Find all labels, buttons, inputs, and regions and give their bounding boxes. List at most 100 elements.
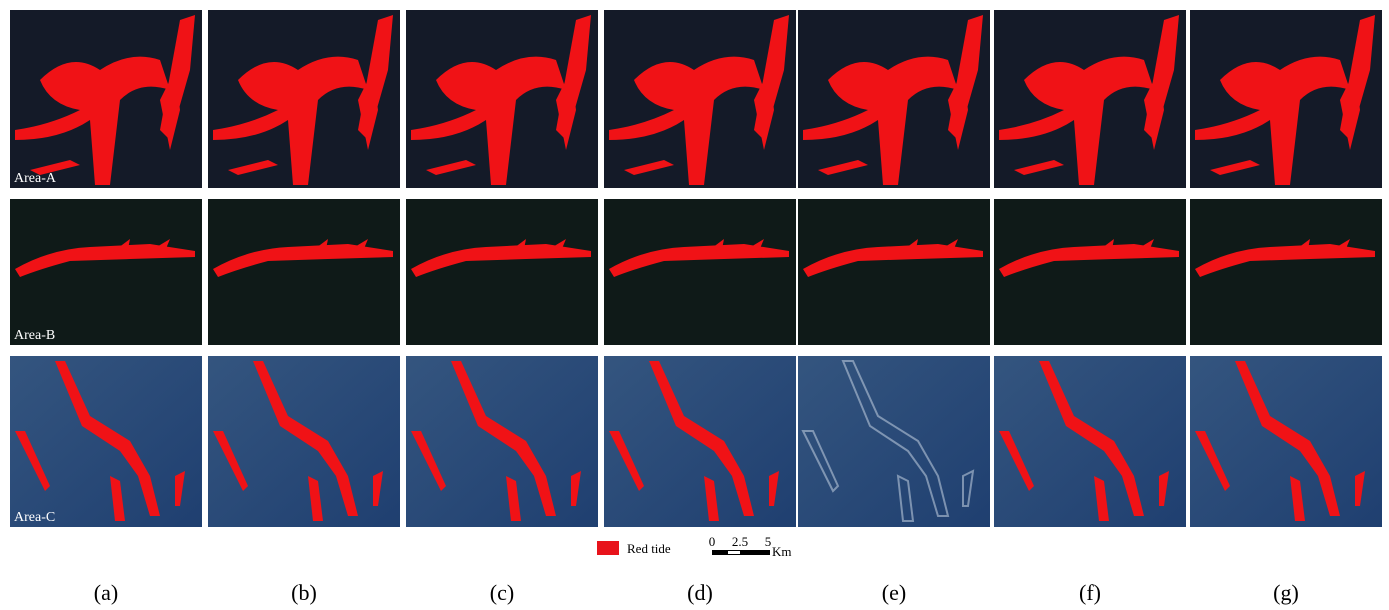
scale-tick: 2.5: [732, 534, 748, 549]
image-panel: [406, 356, 598, 527]
red-tide-region: [1014, 160, 1064, 175]
red-tide-region: [999, 56, 1154, 186]
area-label: Area-B: [14, 328, 55, 343]
red-tide-region: [15, 56, 170, 186]
scale-tick: 5: [765, 534, 772, 549]
red-tide-region: [649, 361, 754, 516]
red-tide-region: [803, 56, 958, 186]
image-panel: [604, 356, 796, 527]
red-tide-region: [1094, 239, 1114, 254]
image-panel: [604, 199, 796, 345]
red-tide-region: [704, 239, 724, 254]
red-tide-region: [358, 70, 378, 150]
red-tide-region: [609, 56, 764, 186]
panel-label: (a): [94, 580, 118, 605]
image-panel: Area-B: [10, 199, 202, 345]
red-tide-region: [55, 361, 160, 516]
red-tide-region: [1330, 239, 1350, 251]
water-streak: [841, 360, 950, 517]
image-panel: [798, 199, 990, 345]
red-tide-region: [898, 239, 918, 254]
legend-label: Red tide: [627, 541, 671, 556]
red-tide-region: [744, 239, 764, 251]
red-tide-region: [213, 244, 393, 277]
red-tide-region: [1195, 431, 1230, 491]
red-tide-region: [1235, 361, 1340, 516]
red-tide-region: [228, 160, 278, 175]
red-tide-region: [411, 431, 446, 491]
red-tide-region: [15, 431, 50, 491]
legend-swatch: [597, 541, 619, 555]
panel-background: [1190, 199, 1382, 345]
red-tide-region: [1159, 471, 1169, 506]
red-tide-region: [1039, 361, 1144, 516]
image-panel: [994, 10, 1186, 188]
image-panel: Area-C: [10, 356, 202, 527]
image-panel: [1190, 10, 1382, 188]
red-tide-region: [999, 431, 1034, 491]
red-tide-region: [948, 70, 968, 150]
red-tide-region: [556, 70, 576, 150]
panel-background: [406, 199, 598, 345]
red-tide-region: [571, 471, 581, 506]
scale-tick: 0: [709, 534, 716, 549]
image-panel: [208, 10, 400, 188]
water-streak: [801, 430, 840, 493]
red-tide-region: [411, 244, 591, 277]
red-tide-region: [624, 160, 674, 175]
image-panel: [1190, 199, 1382, 345]
red-tide-region: [609, 431, 644, 491]
water-streak: [896, 474, 915, 522]
red-tide-region: [1094, 476, 1109, 521]
image-panel: [994, 199, 1186, 345]
red-tide-region: [769, 471, 779, 506]
red-tide-region: [308, 476, 323, 521]
image-panel: [994, 356, 1186, 527]
panel-background: [604, 199, 796, 345]
red-tide-region: [175, 471, 185, 506]
image-panel: [1190, 356, 1382, 527]
red-tide-region: [1195, 56, 1350, 186]
image-panel: Area-A: [10, 10, 202, 188]
red-tide-region: [348, 239, 368, 251]
image-panel: [208, 356, 400, 527]
panel-background: [208, 199, 400, 345]
red-tide-region: [938, 239, 958, 251]
image-panel: [604, 10, 796, 188]
image-panel: [798, 356, 990, 527]
panel-label: (b): [291, 580, 317, 605]
panel-label: (d): [687, 580, 713, 605]
red-tide-region: [818, 160, 868, 175]
red-tide-region: [411, 56, 566, 186]
scale-unit: Km: [772, 544, 792, 559]
red-tide-region: [150, 239, 170, 251]
panel-grid: Area-A Area-B Area-C: [10, 10, 1382, 527]
red-tide-region: [1290, 239, 1310, 254]
red-tide-region: [1195, 244, 1375, 277]
red-tide-region: [506, 476, 521, 521]
red-tide-region: [253, 361, 358, 516]
red-tide-region: [1210, 160, 1260, 175]
red-tide-region: [1144, 70, 1164, 150]
panel-label: (c): [490, 580, 514, 605]
scale-bar: [712, 550, 770, 555]
water-streak: [962, 469, 975, 507]
red-tide-region: [426, 160, 476, 175]
red-tide-region: [999, 244, 1179, 277]
red-tide-region: [1340, 70, 1360, 150]
red-tide-region: [506, 239, 526, 254]
red-tide-region: [110, 476, 125, 521]
red-tide-region: [213, 431, 248, 491]
panel-label: (e): [882, 580, 906, 605]
image-panel: [406, 199, 598, 345]
red-tide-region: [213, 56, 368, 186]
red-tide-region: [803, 244, 983, 277]
red-tide-region: [704, 476, 719, 521]
area-label: Area-A: [14, 171, 57, 186]
red-tide-region: [30, 160, 80, 175]
red-tide-region: [1355, 471, 1365, 506]
red-tide-region: [609, 244, 789, 277]
red-tide-region: [373, 471, 383, 506]
red-tide-region: [110, 239, 130, 254]
panel-background: [994, 199, 1186, 345]
